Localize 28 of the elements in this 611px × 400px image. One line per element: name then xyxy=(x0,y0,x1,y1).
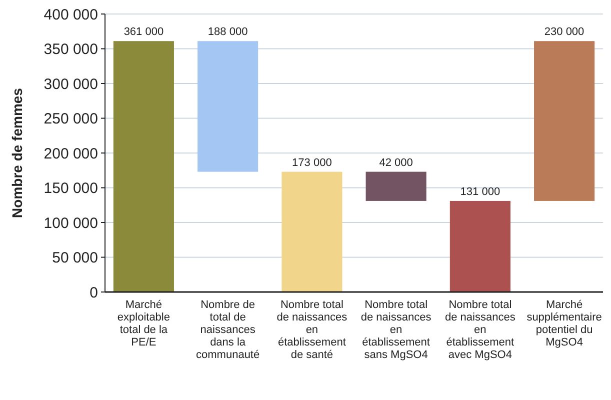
bar xyxy=(366,172,426,201)
y-tick-label: 100 000 xyxy=(44,214,98,232)
y-tick-label: 200 000 xyxy=(44,145,98,162)
y-axis-title: Nombre de femmes xyxy=(9,88,25,218)
data-label: 173 000 xyxy=(292,156,332,169)
x-tick-label: Nombre total de naissances en établissement de santé xyxy=(276,299,348,361)
x-tick-label: Nombre total de naissances en établissement sans MgSO4 xyxy=(360,299,432,361)
x-tick-label: Marché supplémentaire potentiel du MgSO4 xyxy=(526,299,602,348)
bar xyxy=(113,41,174,292)
data-label: 188 000 xyxy=(208,26,248,38)
x-tick-label: Nombre de total de naissances dans la communauté xyxy=(196,299,260,361)
bar xyxy=(534,41,595,201)
bar xyxy=(198,41,258,172)
y-tick-label: 250 000 xyxy=(44,110,98,128)
y-tick-label: 50 000 xyxy=(52,250,98,266)
y-tick-label: 300 000 xyxy=(44,76,98,93)
y-tick-label: 350 000 xyxy=(44,41,98,58)
y-tick-label: 0 xyxy=(90,284,98,302)
data-label: 230 000 xyxy=(544,26,584,38)
bar xyxy=(282,172,342,292)
x-tick-label: Nombre total de naissances en établissement avec MgSO4 xyxy=(445,299,516,361)
data-label: 131 000 xyxy=(460,186,500,198)
y-tick-label: 400 000 xyxy=(44,6,98,24)
data-label: 42 000 xyxy=(379,156,413,169)
x-tick-label: Marché exploitable total de la PE/E xyxy=(117,299,170,348)
y-tick-label: 150 000 xyxy=(44,180,98,197)
bar xyxy=(450,200,510,292)
data-label: 361 000 xyxy=(124,26,164,38)
